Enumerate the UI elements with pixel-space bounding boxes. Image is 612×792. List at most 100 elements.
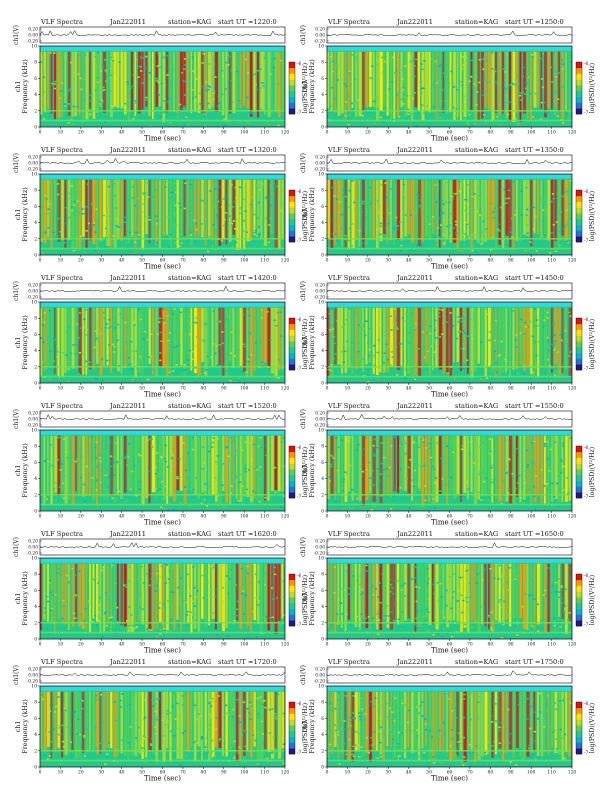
spectrogram-cell [40, 361, 43, 363]
spectrogram-streak [75, 179, 79, 250]
spectrogram-streak [407, 307, 411, 374]
spectrogram-streak [512, 307, 515, 370]
spectrogram-cell [514, 487, 517, 490]
freq-tick-label: 2 [34, 621, 37, 626]
spectrogram-cell [448, 576, 451, 578]
time-tick-label: 80 [488, 387, 494, 392]
spectrogram-cell [428, 729, 431, 732]
spectrogram-low-band [327, 493, 572, 496]
spectrogram-streak [225, 307, 228, 378]
spectrogram-cell [165, 336, 168, 338]
spectrogram-cell [482, 68, 485, 71]
spectrogram-cell [365, 736, 368, 739]
spectrogram-cell [150, 629, 153, 631]
spectrogram-cell [472, 751, 475, 753]
spectrogram-cell [451, 596, 455, 599]
spectrogram-streak [568, 435, 572, 501]
spectrogram-cell [351, 622, 354, 625]
spectrogram-cell [112, 461, 115, 464]
amplitude-trace [39, 414, 286, 421]
spectrogram-cell [438, 117, 441, 119]
spectrogram-streak [337, 179, 341, 239]
spectrogram-cell [63, 605, 66, 607]
spectrogram-cell [521, 757, 524, 760]
spectrogram-cell [214, 502, 218, 504]
spectrogram-cell [529, 250, 532, 252]
freq-axis-channel-label: ch1 [14, 721, 22, 733]
colorbar-tick-label: -6 [297, 318, 301, 323]
spectrogram-cell [492, 211, 495, 213]
spectrogram-streak [264, 691, 267, 749]
time-tick-label: 70 [180, 387, 186, 392]
spectrogram-streak [190, 691, 193, 748]
time-tick-label: 90 [508, 131, 514, 136]
spectrogram-cell [446, 754, 449, 757]
spectrogram-cell [50, 120, 53, 123]
spectrogram-cell [223, 730, 226, 732]
spectrogram-cell [377, 338, 380, 341]
spectrogram-cell [218, 109, 221, 111]
spectrogram-cell [349, 624, 352, 626]
spectrogram-cell [442, 453, 445, 455]
spectrogram-cell [78, 487, 81, 489]
spectrogram-streak [505, 51, 508, 119]
amp-tick-label: -0.20 [314, 296, 325, 301]
spectrogram-streak [113, 563, 116, 629]
spectrogram-cell [378, 212, 381, 214]
spectrogram-cell [522, 372, 525, 375]
spectrogram-cell [530, 705, 533, 708]
spectrogram-low-band [327, 503, 572, 506]
colorbar-segment [576, 585, 582, 592]
spectrogram-streak [432, 51, 435, 113]
spectrogram-cell [567, 491, 570, 494]
spectrogram-cell [224, 326, 227, 328]
colorbar-tick-label: -6 [584, 190, 588, 195]
spectrogram-cell [189, 322, 192, 325]
spectrogram-cell [395, 319, 398, 321]
spectrogram-streak [82, 563, 85, 629]
spectrogram-cell [182, 600, 185, 603]
spectrogram-cell [374, 195, 377, 198]
spectrogram-cell [228, 215, 231, 217]
time-tick-label: 120 [281, 643, 290, 648]
spectrogram-cell [517, 122, 520, 124]
spectrogram-cell [116, 339, 119, 341]
colorbar-segment [576, 597, 582, 604]
spectrogram-cell [373, 106, 377, 108]
time-tick-label: 80 [201, 515, 207, 520]
spectrogram-cell [256, 697, 259, 700]
spectrogram-streak [57, 51, 61, 118]
freq-axis-channel-label: ch1 [14, 209, 22, 221]
spectrogram-cell [212, 437, 215, 439]
spectrogram-streak [446, 307, 449, 375]
spectrogram-cell [388, 707, 391, 709]
spectrogram-cell [388, 88, 391, 90]
spectrogram-cell [361, 747, 365, 750]
spectrogram-streak [509, 307, 511, 377]
spectrogram-cell [558, 617, 561, 619]
spectrogram-cell [86, 364, 89, 367]
spectrogram-cell [176, 336, 180, 338]
colorbar-segment [289, 73, 295, 80]
spectrogram-cell [331, 741, 334, 744]
spectrogram-cell [260, 576, 264, 579]
colorbar-segment [576, 323, 582, 330]
spectrogram-top-band [327, 174, 572, 179]
spectrogram-cell [238, 715, 241, 717]
spectrogram-cell [540, 118, 543, 120]
spectrogram-cell [401, 626, 405, 629]
spectrogram-cell [215, 228, 219, 231]
spectrogram-cell [463, 496, 466, 498]
spectrogram-cell [549, 66, 552, 69]
spectrogram-streak [187, 179, 189, 238]
spectrogram-cell [202, 340, 206, 343]
spectrogram-streak [222, 563, 225, 632]
spectrogram-streak [404, 691, 407, 759]
spectrogram-cell [280, 441, 283, 443]
spectrogram-cell [227, 754, 230, 756]
spectrogram-streak [362, 691, 365, 757]
spectrogram-cell [425, 447, 428, 449]
spectrogram-cell [524, 602, 527, 605]
spectrogram-cell [387, 617, 390, 620]
spectrogram-cell [389, 95, 392, 98]
